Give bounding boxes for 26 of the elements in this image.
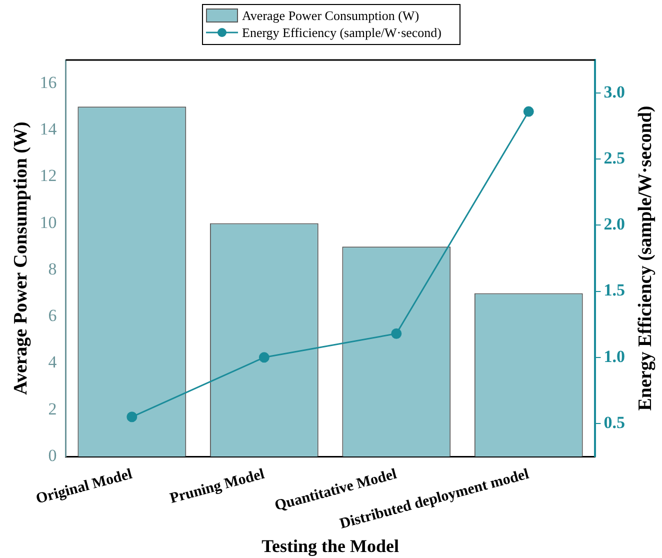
y2-axis-title: Energy Efficiency (sample/W·second) (634, 106, 656, 411)
x-tick-label: Original Model (34, 466, 134, 508)
y-tick-label: 8 (48, 259, 57, 278)
point (391, 328, 402, 339)
point (523, 106, 534, 117)
y-tick-label: 4 (48, 352, 58, 372)
point (258, 352, 270, 363)
y2-tick-label: 2.0 (604, 214, 625, 234)
y2-tick-label: 1.0 (604, 346, 625, 366)
y-axis-title: Average Power Consumption (W) (10, 122, 32, 395)
y-tick-label: 2 (48, 399, 57, 418)
x-tick-label: Pruning Model (168, 466, 266, 507)
x-axis-title: Testing the Model (262, 536, 399, 556)
y2-tick-label: 0.5 (604, 412, 625, 432)
legend-label: Energy Efficiency (sample/W·second) (242, 24, 442, 40)
point (126, 412, 138, 422)
y-tick-label: 10 (40, 212, 57, 232)
y-tick-label: 16 (40, 72, 57, 92)
y-tick-label: 12 (40, 166, 57, 186)
y2-tick-label: 1.5 (604, 280, 625, 300)
y-tick-label: 0 (48, 446, 57, 466)
legend-label: Average Power Consumption (W) (242, 8, 420, 23)
y-tick-label: 6 (48, 306, 57, 326)
y2-tick-label: 3.0 (604, 82, 625, 102)
y2-tick-label: 2.5 (604, 148, 625, 168)
y-tick-label: 14 (40, 119, 58, 138)
